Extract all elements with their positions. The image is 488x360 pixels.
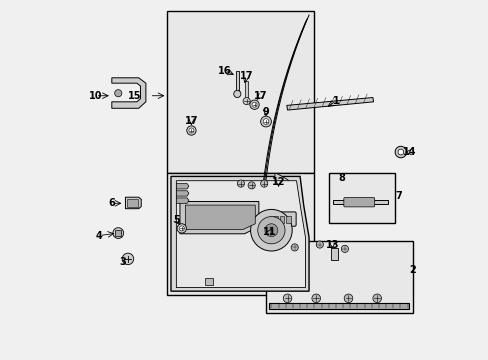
Circle shape (372, 294, 381, 303)
Circle shape (179, 226, 184, 231)
Polygon shape (268, 303, 408, 309)
Bar (244, 81, 247, 99)
Polygon shape (176, 181, 305, 288)
Polygon shape (176, 198, 188, 203)
Text: 14: 14 (402, 147, 415, 157)
Text: 9: 9 (262, 107, 269, 117)
Polygon shape (125, 197, 141, 209)
Text: 6: 6 (108, 198, 115, 208)
Circle shape (122, 253, 133, 265)
Bar (126, 199, 137, 207)
Polygon shape (330, 248, 337, 260)
Text: 16: 16 (218, 66, 231, 76)
Polygon shape (171, 176, 308, 291)
Polygon shape (176, 191, 188, 196)
Bar (265, 241, 412, 313)
Circle shape (257, 217, 285, 244)
Circle shape (247, 182, 255, 189)
Text: 1: 1 (332, 96, 339, 106)
Polygon shape (286, 98, 373, 110)
Text: 2: 2 (409, 265, 416, 275)
Circle shape (115, 90, 122, 97)
Text: 13: 13 (325, 240, 338, 250)
Circle shape (237, 180, 244, 187)
Text: 17: 17 (239, 71, 252, 81)
Circle shape (243, 98, 250, 105)
Circle shape (311, 294, 320, 303)
Circle shape (264, 224, 277, 237)
Text: 5: 5 (173, 215, 180, 225)
Bar (115, 230, 121, 236)
Circle shape (341, 245, 348, 252)
Circle shape (249, 100, 259, 109)
Bar (235, 71, 239, 92)
Circle shape (283, 294, 291, 303)
Circle shape (397, 149, 403, 155)
Text: 7: 7 (394, 191, 401, 201)
Circle shape (251, 102, 257, 107)
Bar (279, 216, 284, 224)
Circle shape (263, 119, 268, 125)
Text: 3: 3 (119, 257, 126, 267)
Polygon shape (185, 205, 255, 229)
Polygon shape (112, 78, 145, 108)
Text: 12: 12 (271, 177, 285, 187)
Polygon shape (180, 202, 258, 234)
Bar (285, 216, 290, 224)
Polygon shape (333, 200, 387, 204)
Bar (204, 278, 212, 285)
Text: 10: 10 (89, 91, 102, 101)
Polygon shape (274, 174, 287, 186)
Circle shape (260, 116, 271, 127)
Text: 11: 11 (263, 227, 276, 237)
FancyBboxPatch shape (343, 198, 374, 207)
Bar (167, 173, 314, 295)
Circle shape (316, 241, 323, 248)
Circle shape (177, 224, 186, 233)
Circle shape (394, 146, 406, 158)
Circle shape (113, 228, 123, 238)
Polygon shape (176, 184, 188, 189)
Circle shape (186, 126, 196, 135)
Circle shape (250, 210, 292, 251)
Text: 17: 17 (253, 91, 267, 101)
Circle shape (188, 128, 194, 133)
Text: 4: 4 (96, 231, 102, 240)
Text: 17: 17 (184, 116, 198, 126)
Circle shape (233, 90, 241, 98)
FancyBboxPatch shape (269, 212, 296, 226)
Circle shape (290, 244, 298, 251)
Bar (273, 216, 277, 224)
Bar (167, 12, 314, 173)
Text: 15: 15 (128, 91, 142, 101)
Circle shape (344, 294, 352, 303)
Bar (328, 173, 394, 223)
Text: 8: 8 (337, 173, 344, 183)
Circle shape (260, 180, 267, 187)
